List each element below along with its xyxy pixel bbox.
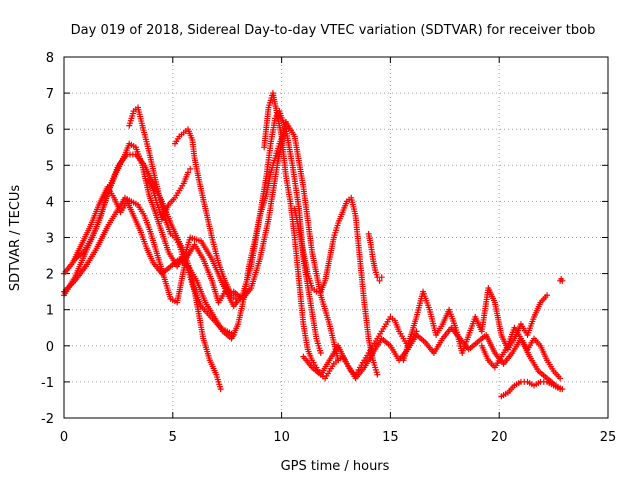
plot-frame bbox=[63, 56, 609, 419]
series-track-l bbox=[400, 285, 551, 364]
series-track-n bbox=[498, 378, 564, 400]
y-tick-label: 8 bbox=[46, 51, 54, 66]
series-track-e bbox=[126, 104, 237, 338]
x-tick-label: 25 bbox=[600, 430, 617, 445]
series-track-o bbox=[557, 276, 566, 284]
y-tick-label: 5 bbox=[46, 159, 54, 174]
y-tick-label: 7 bbox=[46, 87, 54, 102]
y-tick-label: 3 bbox=[46, 232, 54, 247]
series-track-h bbox=[261, 90, 420, 382]
y-tick-label: 0 bbox=[46, 340, 54, 355]
data-point bbox=[544, 292, 551, 299]
data-point bbox=[557, 386, 564, 393]
series-track-m bbox=[478, 324, 564, 382]
chart-title: Day 019 of 2018, Sidereal Day-to-day VTE… bbox=[71, 23, 596, 38]
data-point bbox=[232, 295, 239, 302]
data-point bbox=[376, 277, 383, 284]
data-point bbox=[374, 371, 381, 378]
data-point bbox=[557, 375, 564, 382]
x-tick-label: 15 bbox=[382, 430, 399, 445]
y-tick-label: 2 bbox=[46, 268, 54, 283]
y-tick-label: 1 bbox=[46, 304, 54, 319]
y-tick-label: 4 bbox=[46, 195, 54, 210]
x-tick-label: 20 bbox=[491, 430, 508, 445]
series-track-f bbox=[145, 165, 194, 223]
x-tick-label: 5 bbox=[169, 430, 177, 445]
data-points bbox=[61, 90, 566, 400]
series-track-j bbox=[300, 324, 566, 393]
x-tick-label: 10 bbox=[273, 430, 290, 445]
y-tick-label: 6 bbox=[46, 123, 54, 138]
x-axis-label: GPS time / hours bbox=[281, 459, 390, 474]
data-point bbox=[187, 165, 194, 172]
data-point bbox=[378, 274, 385, 281]
series-track-k bbox=[365, 230, 385, 284]
data-point bbox=[230, 331, 237, 338]
y-tick-label: -2 bbox=[41, 412, 54, 427]
series-track-g bbox=[171, 126, 239, 302]
y-tick-label: -1 bbox=[41, 376, 54, 391]
data-point bbox=[559, 277, 566, 284]
y-axis-label: SDTVAR / TECUs bbox=[8, 185, 23, 292]
x-tick-label: 0 bbox=[60, 430, 68, 445]
series-track-c bbox=[61, 118, 342, 364]
data-point bbox=[217, 386, 224, 393]
data-point bbox=[185, 169, 192, 176]
data-point bbox=[317, 350, 324, 357]
series-track-i bbox=[291, 194, 381, 378]
